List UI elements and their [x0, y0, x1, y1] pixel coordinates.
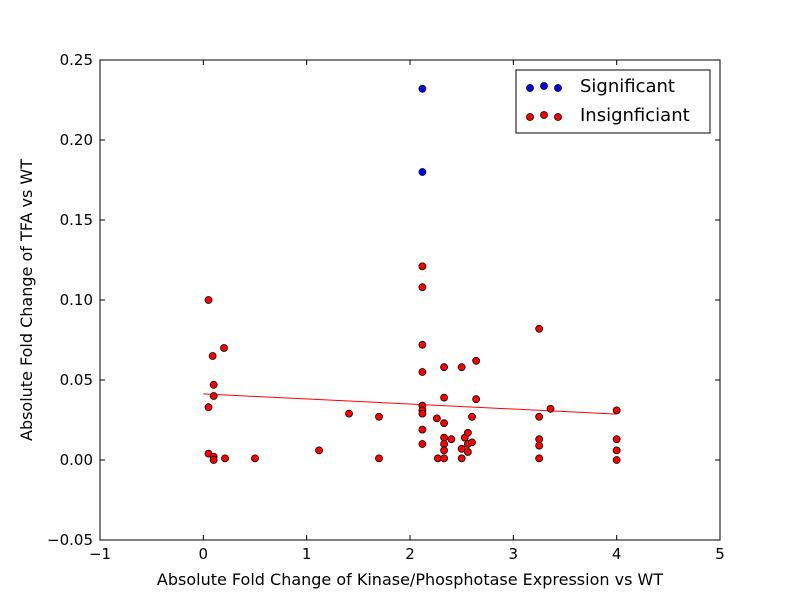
y-tick-label: 0.15 — [60, 211, 93, 229]
legend-marker-insignificant — [540, 111, 548, 119]
insignificant-point — [440, 393, 449, 402]
insignificant-point — [375, 412, 383, 421]
insignificant-point — [472, 356, 481, 365]
insignificant-point — [221, 454, 229, 463]
insignificant-point — [251, 454, 259, 463]
y-axis-label: Absolute Fold Change of TFA vs WT — [17, 159, 36, 441]
x-tick-label: 1 — [302, 545, 312, 563]
insignificant-point — [209, 380, 218, 389]
insignificant-point — [440, 454, 449, 463]
insignificant-point — [457, 444, 466, 453]
x-tick-label: 3 — [509, 545, 519, 563]
insignificant-point — [418, 340, 427, 349]
significant-point — [418, 84, 427, 93]
insignificant-point — [535, 324, 544, 333]
insignificant-point — [440, 433, 449, 442]
insignificant-point — [418, 368, 427, 376]
legend-label-significant: Significant — [580, 76, 675, 97]
y-tick-label: −0.05 — [47, 531, 93, 549]
insignificant-point — [468, 438, 476, 447]
insignificant-point — [204, 403, 213, 412]
insignificant-point — [468, 412, 476, 421]
legend-marker-insignificant — [554, 113, 562, 121]
insignificant-point — [440, 440, 449, 448]
insignificant-point — [220, 344, 228, 352]
axis-ticks: −1 0 1 2 3 4 5 −0.05 0.00 0.05 0.10 0.15 0.20 0.25 — [47, 51, 725, 563]
insignificant-point — [204, 296, 213, 304]
insignificant-point — [612, 446, 621, 455]
x-tick-label: 2 — [405, 545, 415, 563]
insignificant-point — [546, 404, 555, 413]
legend-label-insignificant: Insignficiant — [580, 105, 690, 126]
y-tick-label: 0.25 — [60, 51, 93, 69]
legend: Significant Insignficiant — [515, 69, 711, 134]
insignificant-point — [535, 454, 544, 463]
legend-marker-significant — [540, 82, 548, 90]
insignificant-point — [612, 456, 621, 464]
x-tick-label: −1 — [89, 545, 111, 563]
legend-marker-insignificant — [526, 113, 534, 121]
insignificant-point — [418, 283, 427, 292]
legend-markers — [526, 82, 562, 121]
insignificant-point — [535, 412, 544, 421]
legend-marker-significant — [554, 84, 562, 92]
insignificant-point — [418, 262, 427, 271]
insignificant-point — [440, 419, 449, 428]
insignificant-point — [432, 414, 441, 423]
y-tick-label: 0.10 — [60, 291, 93, 309]
y-tick-label: 0.05 — [60, 371, 93, 389]
x-tick-label: 4 — [612, 545, 622, 563]
insignificant-point — [457, 363, 466, 372]
legend-box — [515, 69, 711, 134]
insignificant-point — [315, 446, 323, 455]
insignificant-point — [447, 435, 456, 444]
insignificant-point — [535, 435, 544, 444]
legend-marker-significant — [526, 84, 534, 92]
insignificant-point — [375, 454, 383, 463]
insignificant-point — [612, 435, 621, 444]
insignificant-point — [208, 352, 217, 360]
insignificant-point — [463, 428, 472, 437]
insignificant-point — [440, 363, 449, 372]
insignificant-point — [209, 456, 218, 464]
insignificant-point — [418, 409, 427, 418]
y-tick-label: 0.00 — [60, 451, 93, 469]
y-tick-label: 0.20 — [60, 131, 93, 149]
insignificant-point — [418, 440, 427, 448]
insignificant-point — [345, 409, 353, 418]
insignificant-point — [472, 395, 481, 404]
x-tick-label: 0 — [199, 545, 209, 563]
insignificant-point — [535, 441, 544, 450]
x-tick-label: 5 — [715, 545, 725, 563]
insignificant-point — [418, 425, 427, 434]
insignificant-point — [463, 448, 472, 456]
significant-point — [418, 168, 427, 176]
insignificant-point — [612, 406, 621, 415]
x-axis-label: Absolute Fold Change of Kinase/Phosphota… — [157, 570, 663, 589]
data-points — [204, 84, 621, 464]
insignificant-point — [209, 392, 218, 400]
insignificant-point — [457, 454, 466, 463]
insignificant-point — [440, 446, 449, 455]
